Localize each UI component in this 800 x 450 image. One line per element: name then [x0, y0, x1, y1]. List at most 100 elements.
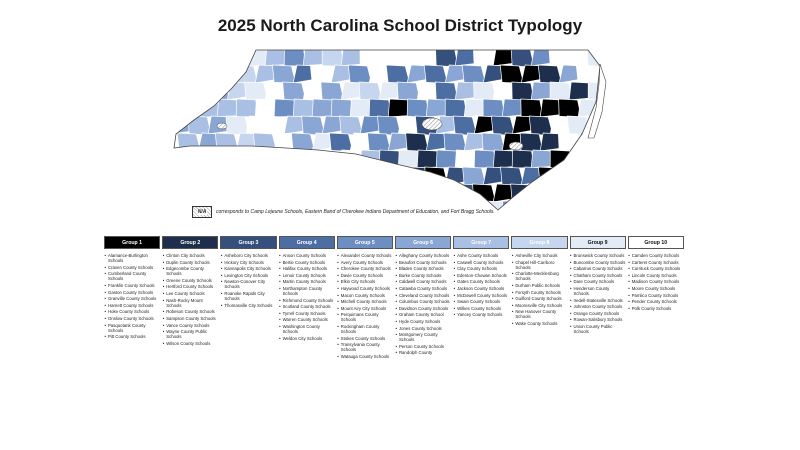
county-shape: [454, 149, 478, 169]
county-shape: [243, 183, 269, 205]
school-list-item: Richmond County Schools: [279, 298, 335, 303]
county-shape: [586, 183, 600, 204]
county-shape: [357, 183, 383, 205]
school-list-item: Ashe County Schools: [453, 253, 509, 258]
county-shape: [178, 64, 202, 84]
county-shape: [225, 115, 250, 136]
group-column-2: Group 2 Clinton City Schools Duplin Count…: [162, 236, 220, 361]
school-list-item: Haywood County Schools: [337, 286, 393, 291]
county-shape: [386, 166, 411, 187]
group-header: Group 9: [569, 236, 626, 249]
group-school-list: Anson County Schools Bertie County School…: [279, 253, 335, 341]
nc-district-map: [173, 49, 607, 211]
school-list-item: Wayne County Public Schools: [162, 329, 218, 339]
school-list-item: Montgomery County Schools: [395, 332, 451, 342]
county-shape: [292, 98, 316, 118]
county-shape: [462, 166, 487, 187]
county-shape: [537, 166, 563, 188]
school-list-item: Elkin City Schools: [337, 279, 393, 284]
school-list-item: Cleveland County Schools: [395, 293, 451, 298]
school-list-item: Pender County Schools: [628, 299, 684, 304]
school-list-item: Transylvania County Schools: [337, 342, 393, 352]
school-list-item: Johnston County Schools: [570, 304, 626, 309]
county-shape: [596, 166, 600, 186]
state-outline: [173, 49, 601, 211]
group-header: Group 3: [220, 236, 277, 249]
county-shape: [378, 149, 402, 169]
school-list-item: Charlotte-Mecklenburg Schools: [511, 271, 567, 281]
school-list-item: Franklin County Schools: [104, 283, 160, 288]
county-shape: [435, 50, 459, 68]
group-column-6: Group 6 Alleghany County Schools Beaufort…: [394, 236, 453, 361]
county-shape: [548, 50, 573, 68]
school-list-item: Asheville City Schools: [511, 253, 567, 258]
school-list-item: Perquimans County Schools: [337, 312, 393, 322]
school-list-item: Clinton City Schools: [162, 253, 218, 258]
county-shape: [329, 132, 354, 154]
county-shape: [348, 166, 373, 187]
county-shape: [205, 183, 231, 205]
school-list-item: Bladen County Schools: [395, 266, 451, 271]
group-header: Group 10: [627, 236, 684, 249]
school-list-item: Greene County Schools: [162, 278, 218, 283]
school-list-item: Asheboro City Schools: [220, 253, 276, 258]
school-list-item: Lincoln County Schools: [628, 273, 684, 278]
school-list-item: Orange County Schools: [570, 311, 626, 316]
school-list-item: Halifax County Schools: [279, 266, 335, 271]
county-shape: [301, 115, 326, 136]
school-list-item: Union County Public Schools: [570, 324, 626, 334]
county-shape: [395, 183, 421, 205]
school-list-item: Clay County Schools: [453, 266, 509, 271]
school-list-item: Guilford County Schools: [511, 296, 567, 301]
county-shape: [214, 132, 240, 154]
school-list-item: New Hanover County Schools: [511, 309, 567, 319]
school-list-item: Wilkes County Schools: [453, 306, 509, 311]
group-column-5: Group 5 Alexander County Schools Avery Co…: [336, 236, 395, 361]
county-shape: [378, 183, 403, 203]
school-list-item: Lee County Schools: [162, 291, 218, 296]
county-shape: [443, 132, 468, 153]
school-list-item: Pitt County Schools: [104, 334, 160, 339]
school-list-item: Iredell-Statesville Schools: [570, 298, 626, 303]
county-shape: [196, 64, 221, 85]
county-shape: [206, 81, 231, 103]
county-shape: [596, 132, 600, 153]
county-shape: [396, 81, 421, 102]
school-list-item: Hickory City Schools: [220, 260, 276, 265]
school-list-item: Catawba County Schools: [395, 286, 451, 291]
county-shape: [434, 183, 459, 205]
county-shape: [320, 81, 345, 102]
school-list-item: Lexington City Schools: [220, 273, 276, 278]
na-legend-note: N/A corresponds to Camp Lejeune Schools,…: [192, 206, 495, 218]
county-shape: [472, 50, 497, 68]
school-list-item: Roanoke Rapids City Schools: [220, 291, 276, 301]
school-list-item: Alamance-Burlington Schools: [104, 253, 160, 263]
group-column-4: Group 4 Anson County Schools Bertie Count…: [278, 236, 337, 361]
county-shape: [235, 166, 259, 186]
county-shape: [245, 50, 269, 67]
county-shape: [311, 98, 335, 118]
school-list-item: Henderson County Schools: [570, 286, 626, 296]
county-shape: [530, 183, 555, 203]
county-shape: [273, 98, 297, 118]
school-list-item: Wake County Schools: [511, 321, 567, 326]
county-shape: [481, 132, 506, 153]
county-shape: [174, 149, 193, 169]
school-list-item: Tyrrell County Schools: [279, 311, 335, 316]
school-list-item: Jackson County Schools: [453, 286, 509, 291]
school-list-item: Rowan-Salisbury Schools: [570, 317, 626, 322]
county-shape: [339, 115, 364, 137]
group-school-list: Brunswick County Schools Buncombe County …: [570, 253, 626, 334]
school-list-item: Madison County Schools: [628, 279, 684, 284]
school-list-item: Graham County School: [395, 312, 451, 317]
group-school-list: Clinton City Schools Duplin County School…: [162, 253, 218, 346]
county-shape: [575, 64, 600, 86]
outer-banks: [587, 63, 607, 139]
county-shape: [548, 183, 573, 204]
group-column-10: Group 10 Camden County Schools Carteret C…: [627, 236, 686, 361]
school-list-item: Vance County Schools: [162, 323, 218, 328]
school-list-item: Chatham County Schools: [570, 273, 626, 278]
school-list-item: Hertford County Schools: [162, 284, 218, 289]
county-shape: [174, 50, 193, 67]
county-shape: [226, 149, 250, 169]
